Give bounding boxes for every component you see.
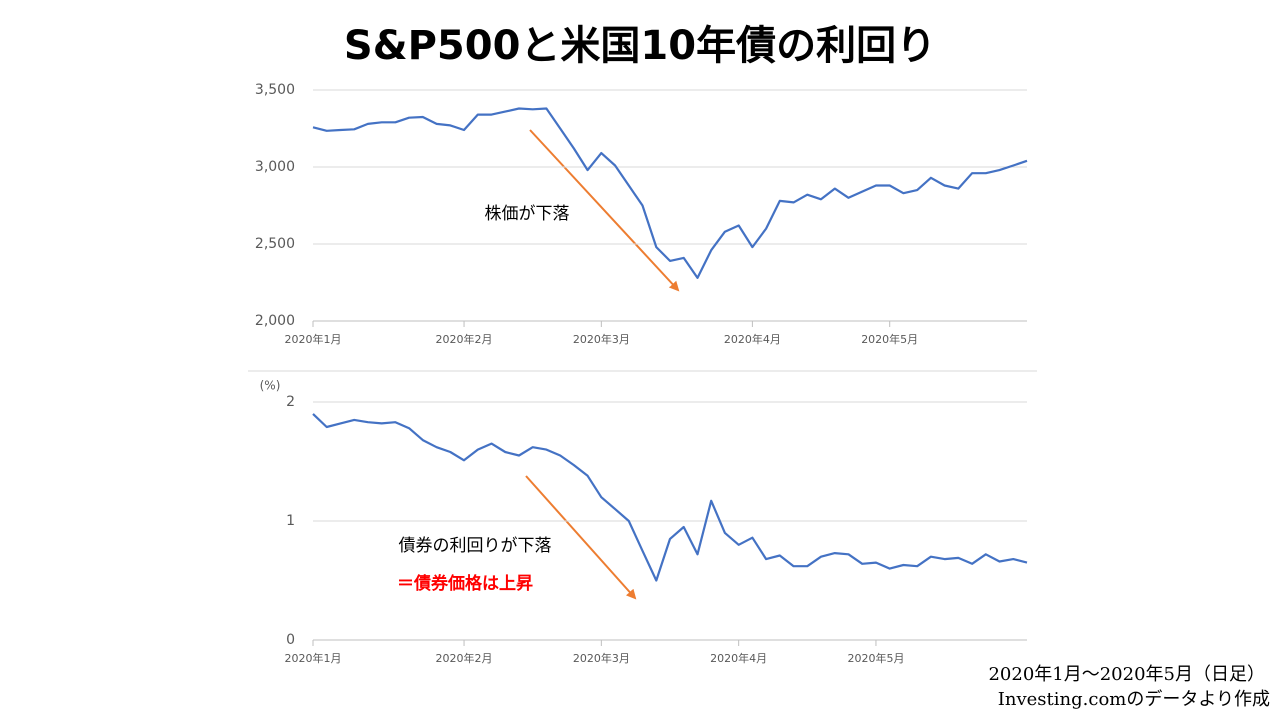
- y-tick-label: 1: [286, 513, 295, 529]
- arrow: [525, 475, 637, 600]
- x-tick-label: 2020年5月: [847, 651, 904, 665]
- source-note: 2020年1月～2020年5月（日足）: [988, 664, 1265, 685]
- y-axis-label: (%): [260, 379, 281, 393]
- annotation: 債券の利回りが下落: [399, 536, 552, 556]
- y-tick-label: 3,000: [255, 159, 295, 175]
- x-tick-label: 2020年3月: [573, 651, 630, 665]
- x-tick-label: 2020年4月: [724, 332, 781, 346]
- y-tick-label: 2,500: [255, 236, 295, 252]
- y-tick-label: 3,500: [255, 82, 295, 98]
- x-tick-label: 2020年4月: [710, 651, 767, 665]
- line-series: [312, 107, 1028, 279]
- arrow: [529, 129, 680, 292]
- y-tick-label: 2: [286, 394, 295, 410]
- source-note: Investing.comのデータより作成: [998, 689, 1270, 710]
- line-series: [312, 413, 1028, 582]
- y-tick-label: 2,000: [255, 313, 295, 329]
- x-tick-label: 2020年1月: [285, 651, 342, 665]
- x-tick-label: 2020年2月: [436, 651, 493, 665]
- y-tick-label: 0: [286, 632, 295, 648]
- x-tick-label: 2020年3月: [573, 332, 630, 346]
- annotation: 株価が下落: [485, 204, 570, 224]
- x-tick-label: 2020年5月: [861, 332, 918, 346]
- x-tick-label: 2020年2月: [436, 332, 493, 346]
- x-tick-label: 2020年1月: [285, 332, 342, 346]
- annotation: ＝債券価格は上昇: [397, 573, 533, 594]
- slide-title: S&P500と米国10年債の利回り: [344, 23, 936, 69]
